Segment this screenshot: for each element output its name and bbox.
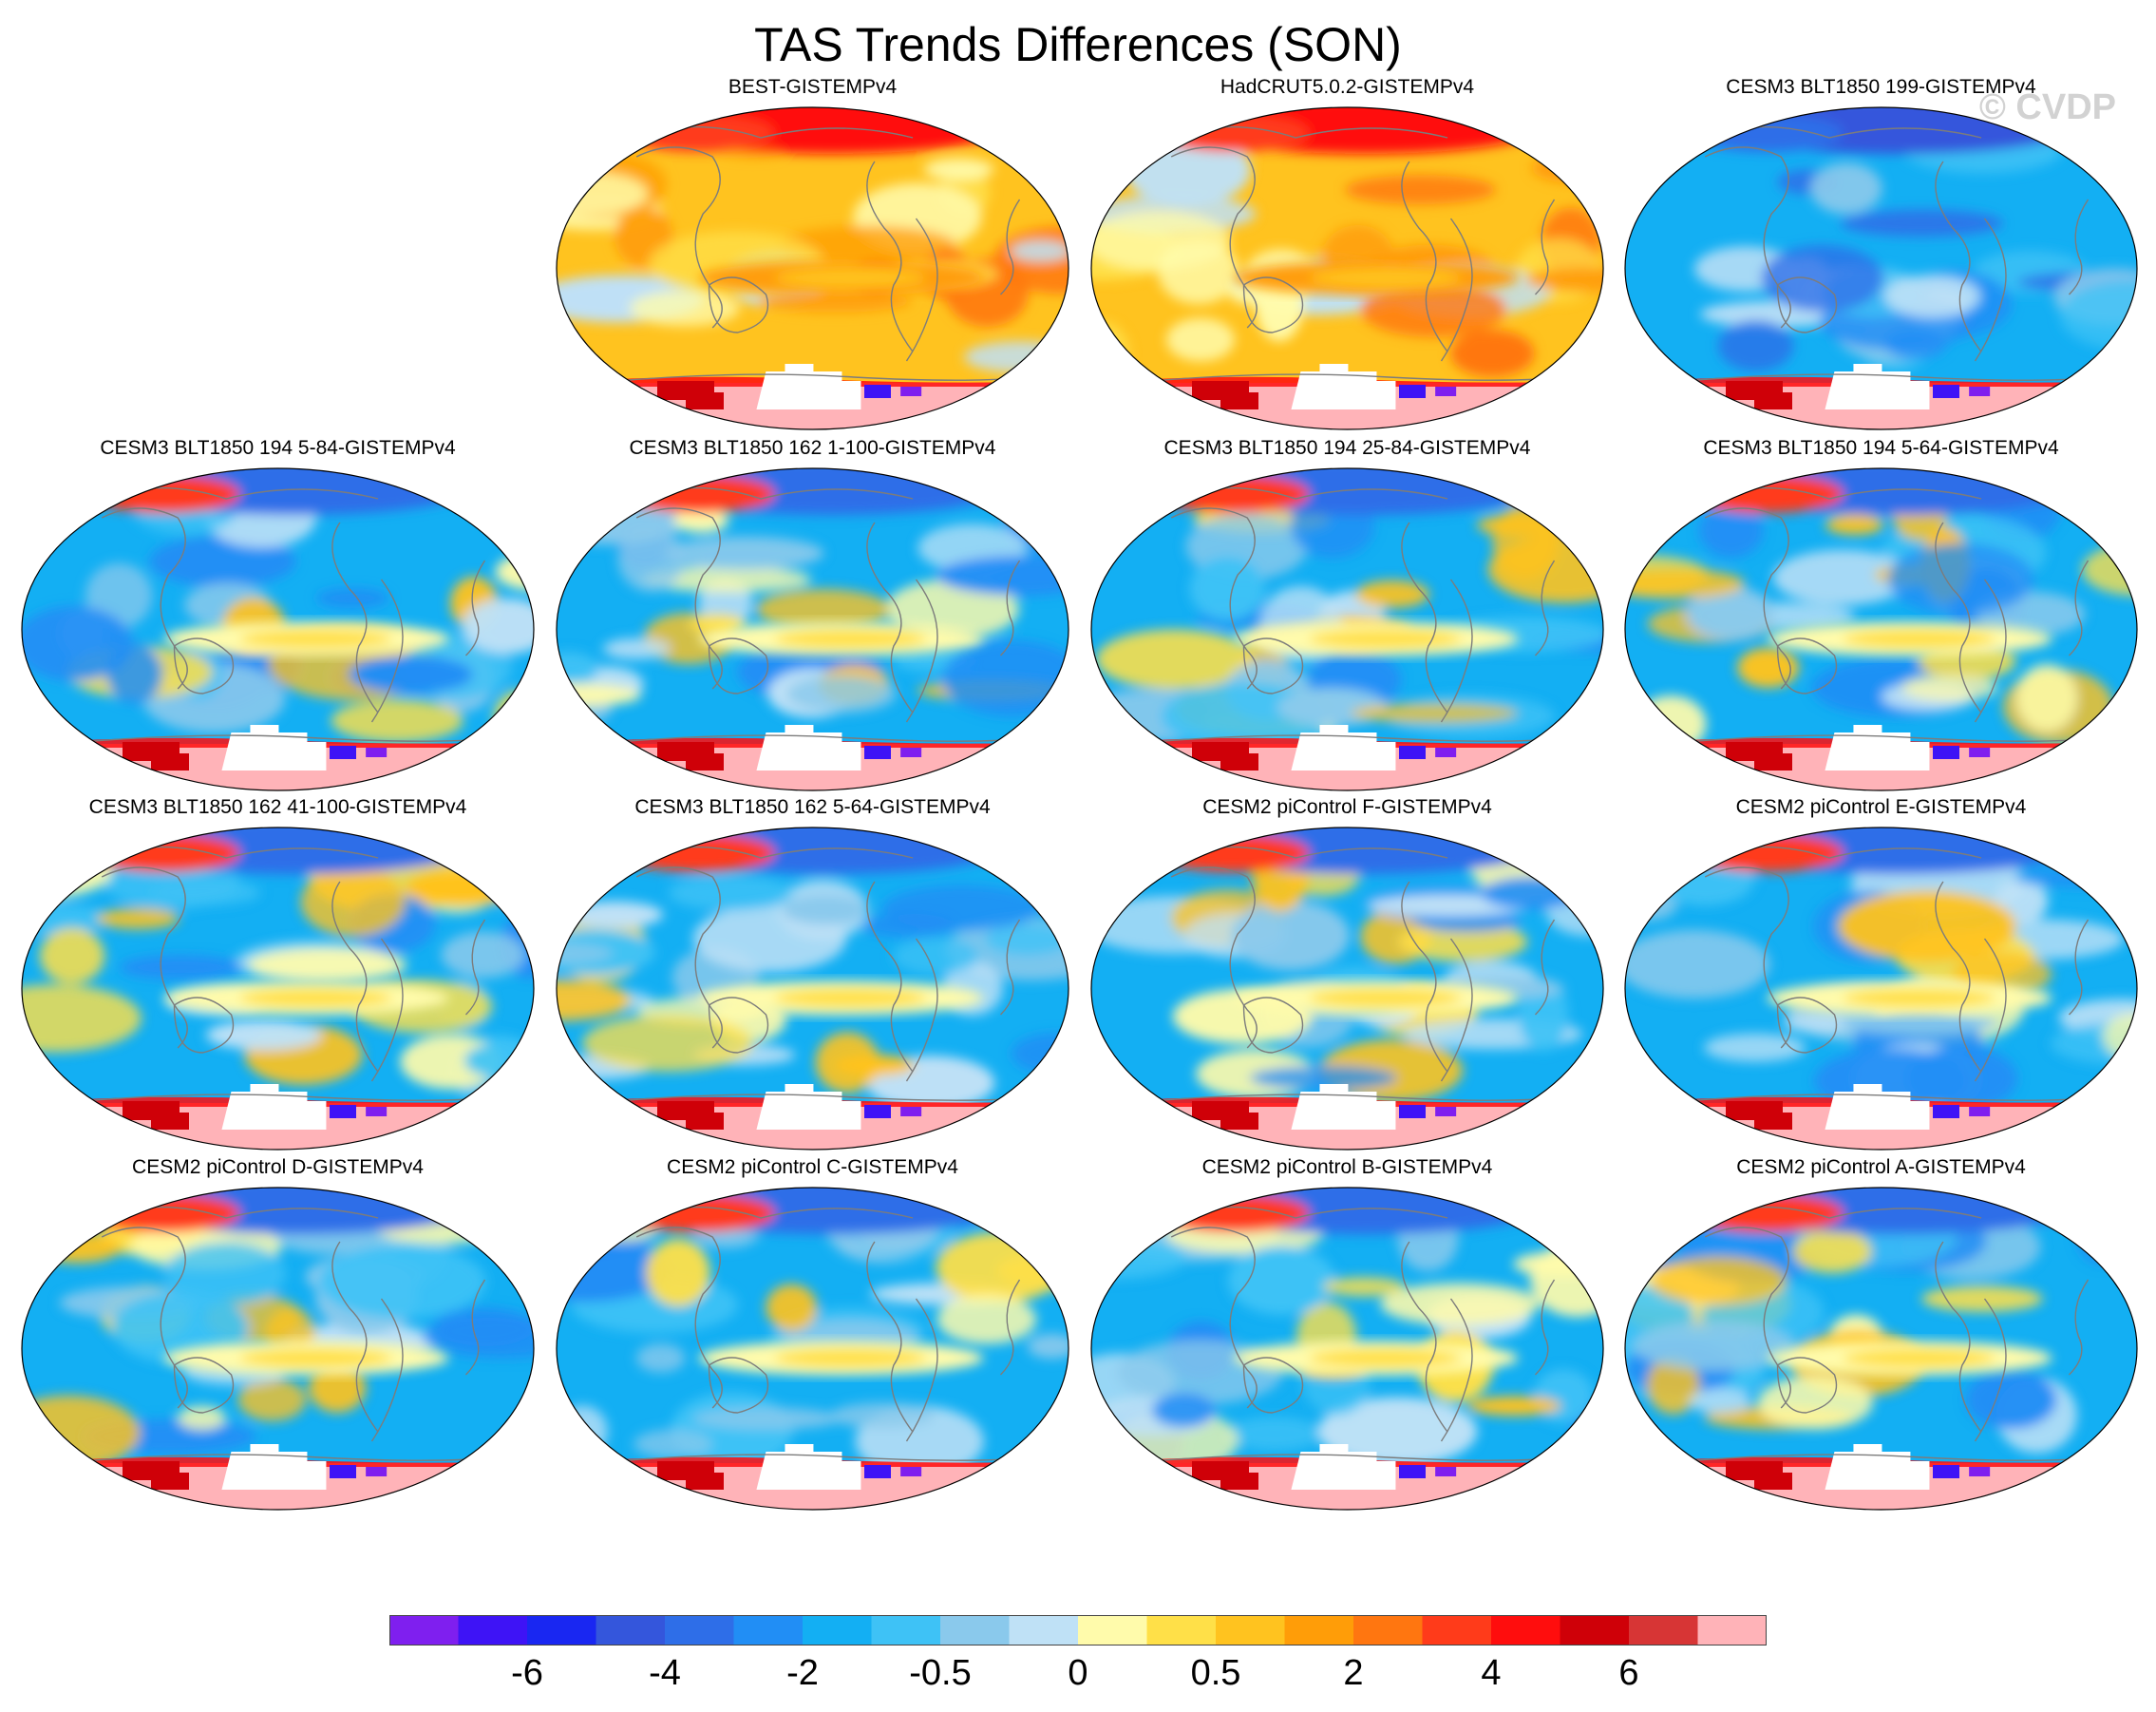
panel-title: CESM2 piControl C-GISTEMPv4: [667, 1156, 958, 1178]
panel-title: CESM3 BLT1850 162 5-64-GISTEMPv4: [634, 796, 991, 818]
map-panel: CESM2 piControl A-GISTEMPv4: [1622, 1156, 2140, 1512]
colorbar-swatch: [1353, 1615, 1423, 1645]
colorbar-tick-label: -6: [511, 1653, 543, 1693]
colorbar-swatch: [1078, 1615, 1147, 1645]
global-map: [21, 827, 535, 1151]
map-panel: BEST-GISTEMPv4: [554, 76, 1071, 432]
panel-title: CESM2 piControl B-GISTEMPv4: [1201, 1156, 1493, 1178]
panel-title: CESM3 BLT1850 194 5-64-GISTEMPv4: [1703, 437, 2059, 459]
panel-title: CESM3 BLT1850 162 1-100-GISTEMPv4: [629, 437, 996, 459]
map-panel: CESM3 BLT1850 199-GISTEMPv4: [1622, 76, 2140, 432]
map-panel: HadCRUT5.0.2-GISTEMPv4: [1088, 76, 1606, 432]
colorbar-tick-label: 4: [1481, 1653, 1502, 1693]
global-map: [556, 467, 1069, 791]
global-map: [1624, 827, 2138, 1151]
map-panel: CESM3 BLT1850 162 5-64-GISTEMPv4: [554, 796, 1071, 1152]
global-map: [21, 467, 535, 791]
map-panel: CESM3 BLT1850 162 1-100-GISTEMPv4: [554, 437, 1071, 793]
colorbar-swatch: [458, 1615, 528, 1645]
colorbar-swatch: [1216, 1615, 1285, 1645]
colorbar-tick-label: 6: [1618, 1653, 1639, 1693]
panel-title: CESM2 piControl E-GISTEMPv4: [1735, 796, 2027, 818]
global-map: [556, 827, 1069, 1151]
colorbar-swatch: [665, 1615, 734, 1645]
colorbar-swatch: [1697, 1615, 1767, 1645]
map-panel: CESM2 piControl E-GISTEMPv4: [1622, 796, 2140, 1152]
colorbar-swatch: [1284, 1615, 1354, 1645]
colorbar: [389, 1615, 1767, 1645]
global-map: [1090, 106, 1604, 430]
global-map: [556, 1187, 1069, 1511]
panel-title: CESM3 BLT1850 194 25-84-GISTEMPv4: [1163, 437, 1531, 459]
colorbar-swatch: [940, 1615, 1010, 1645]
colorbar-tick-label: 0.5: [1190, 1653, 1241, 1693]
panel-title: CESM2 piControl D-GISTEMPv4: [132, 1156, 424, 1178]
colorbar-tick-label: 0: [1068, 1653, 1088, 1693]
colorbar-tick-label: -2: [786, 1653, 819, 1693]
panel-title: CESM2 piControl F-GISTEMPv4: [1202, 796, 1492, 818]
colorbar-swatch: [527, 1615, 596, 1645]
colorbar-swatch: [1629, 1615, 1698, 1645]
global-map: [1090, 827, 1604, 1151]
global-map: [1090, 467, 1604, 791]
global-map: [1624, 1187, 2138, 1511]
panel-title: CESM2 piControl A-GISTEMPv4: [1736, 1156, 2026, 1178]
colorbar-labels: -6 -4 -2 -0.5 0 0.5 2 4 6: [0, 1653, 2156, 1701]
figure-title: TAS Trends Differences (SON): [754, 18, 1402, 71]
global-map: [556, 106, 1069, 430]
global-map: [1090, 1187, 1604, 1511]
panel-title: CESM3 BLT1850 199-GISTEMPv4: [1726, 76, 2036, 98]
cvdp-watermark: © CVDP: [1978, 87, 2116, 127]
map-panel: CESM2 piControl F-GISTEMPv4: [1088, 796, 1606, 1152]
colorbar-tick-label: 2: [1343, 1653, 1364, 1693]
global-map: [1624, 106, 2138, 430]
colorbar-tick-label: -0.5: [909, 1653, 972, 1693]
map-panel: CESM3 BLT1850 194 5-64-GISTEMPv4: [1622, 437, 2140, 793]
colorbar-swatch: [596, 1615, 666, 1645]
global-map: [1624, 467, 2138, 791]
colorbar-swatch: [1422, 1615, 1492, 1645]
colorbar-swatch: [803, 1615, 872, 1645]
map-panel: CESM2 piControl C-GISTEMPv4: [554, 1156, 1071, 1512]
map-panel: CESM3 BLT1850 194 25-84-GISTEMPv4: [1088, 437, 1606, 793]
panel-title: BEST-GISTEMPv4: [728, 76, 898, 98]
map-panel: CESM2 piControl B-GISTEMPv4: [1088, 1156, 1606, 1512]
colorbar-swatch: [1009, 1615, 1079, 1645]
panel-title: CESM3 BLT1850 162 41-100-GISTEMPv4: [88, 796, 467, 818]
map-panel: CESM2 piControl D-GISTEMPv4: [19, 1156, 537, 1512]
colorbar-swatch: [1146, 1615, 1217, 1645]
colorbar-swatch: [871, 1615, 941, 1645]
map-panel: CESM3 BLT1850 162 41-100-GISTEMPv4: [19, 796, 537, 1152]
colorbar-swatch: [1560, 1615, 1630, 1645]
panel-title: CESM3 BLT1850 194 5-84-GISTEMPv4: [100, 437, 456, 459]
map-panel: CESM3 BLT1850 194 5-84-GISTEMPv4: [19, 437, 537, 793]
colorbar-tick-label: -4: [649, 1653, 681, 1693]
colorbar-swatch: [1491, 1615, 1560, 1645]
global-map: [21, 1187, 535, 1511]
panel-title: HadCRUT5.0.2-GISTEMPv4: [1220, 76, 1475, 98]
colorbar-swatch: [733, 1615, 804, 1645]
colorbar-swatch: [389, 1615, 459, 1645]
